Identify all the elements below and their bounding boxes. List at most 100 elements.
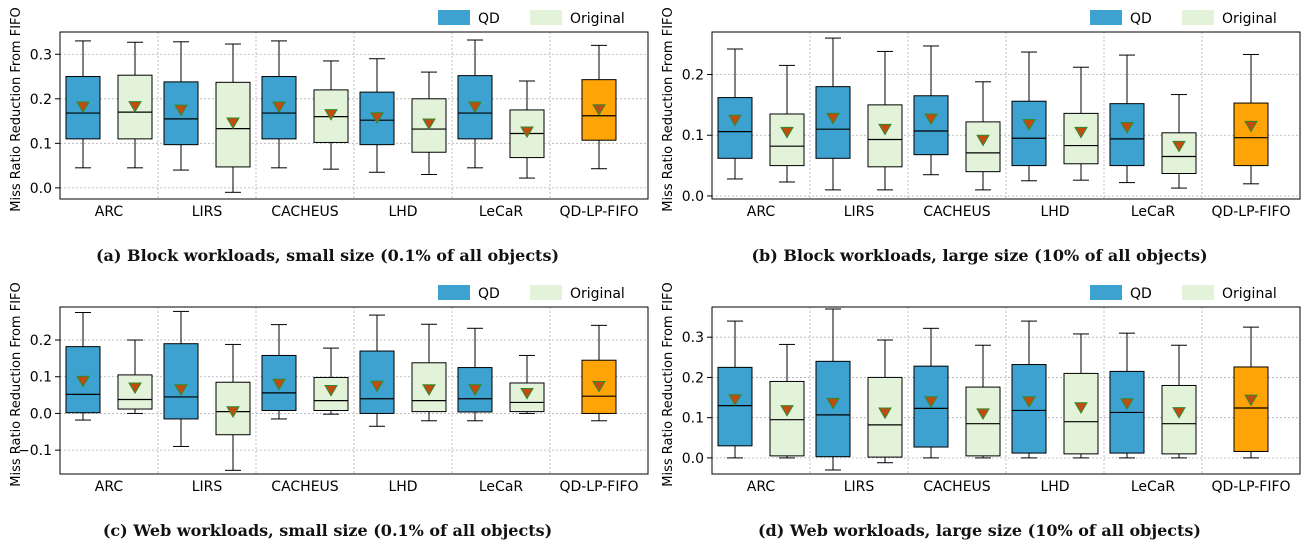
legend-swatch-qd — [1090, 10, 1122, 25]
x-tick-label: CACHEUS — [271, 479, 339, 495]
mean-marker — [592, 380, 606, 393]
mean-marker — [1074, 126, 1088, 139]
panel-web-large: 0.0 0.1 0.2 0.3 ARC LIRS CACHEUS LHD LeCaR QD-LP-… — [652, 275, 1307, 550]
x-tick-label: ARC — [747, 479, 776, 495]
box-group — [1161, 344, 1197, 459]
mean-marker — [1172, 140, 1186, 153]
mean-marker — [1022, 396, 1036, 408]
y-tick-label: 0.2 — [30, 92, 52, 108]
legend-swatch-original — [1182, 10, 1214, 25]
plot-frame — [59, 31, 649, 200]
legend: QD Original — [438, 285, 625, 302]
legend: QD Original — [438, 10, 625, 27]
y-tick-label: 0.2 — [682, 68, 704, 84]
x-tick-label: LHD — [388, 479, 417, 495]
box-group — [215, 43, 251, 193]
x-tick-label: LIRS — [192, 204, 223, 220]
box — [163, 343, 199, 420]
legend: QD Original — [1090, 10, 1277, 27]
mean-marker — [976, 408, 990, 421]
y-axis-label: Miss Ratio Reduction From FIFO — [9, 7, 24, 212]
x-tick-label: ARC — [95, 479, 124, 495]
y-tick-label: 0.3 — [682, 330, 704, 346]
legend-swatch-qd — [438, 10, 470, 25]
mean-marker — [324, 109, 338, 121]
x-tick-label: ARC — [95, 204, 124, 220]
legend-label-original: Original — [570, 286, 625, 302]
y-axis-label: Miss Ratio Reduction From FIFO — [9, 282, 24, 487]
mean-marker — [520, 126, 534, 139]
mean-marker — [468, 101, 482, 114]
box — [867, 104, 903, 168]
mean-marker — [128, 101, 142, 113]
legend-label-qd: QD — [478, 286, 500, 302]
box — [1063, 112, 1099, 165]
boxplot-chart: 0.0 0.1 0.2 ARC LIRS CACHEUS LHD LeCaR QD-LP-FIF… — [661, 7, 1301, 220]
box — [769, 113, 805, 167]
mean-marker — [780, 405, 794, 417]
box-group — [913, 327, 949, 459]
box-group — [411, 71, 447, 176]
y-tick-label: 0.1 — [30, 370, 52, 386]
x-tick-label: ARC — [747, 204, 776, 220]
x-tick-label: QD-LP-FIFO — [1211, 479, 1290, 495]
mean-marker — [226, 406, 240, 418]
mean-marker — [826, 397, 840, 410]
box-group — [117, 339, 153, 414]
legend: QD Original — [1090, 285, 1277, 302]
box-group — [117, 41, 153, 169]
x-tick-label: QD-LP-FIFO — [559, 479, 638, 495]
box-group — [163, 310, 199, 447]
mean-marker — [1120, 398, 1134, 410]
plot-frame — [59, 306, 649, 475]
box-group — [913, 45, 949, 176]
box-group — [313, 60, 349, 170]
box — [1011, 364, 1047, 454]
mean-marker — [976, 134, 990, 147]
box — [965, 121, 1001, 173]
box — [1109, 103, 1145, 167]
mean-marker — [826, 112, 840, 125]
mean-marker — [272, 378, 286, 391]
panel-block-large: 0.0 0.1 0.2 ARC LIRS CACHEUS LHD LeCaR QD-LP-FIF… — [652, 0, 1307, 275]
y-tick-label: 0.1 — [682, 128, 704, 144]
mean-marker — [174, 384, 188, 396]
legend-label-qd: QD — [1130, 286, 1152, 302]
legend-label-original: Original — [570, 11, 625, 27]
mean-marker — [422, 118, 436, 131]
mean-marker — [878, 123, 892, 136]
mean-marker — [324, 385, 338, 397]
plot-frame — [711, 306, 1301, 475]
box-group — [163, 41, 199, 171]
mean-marker — [272, 101, 286, 114]
x-tick-label: LeCaR — [1131, 204, 1176, 220]
box-group — [261, 324, 297, 420]
mean-marker — [1074, 402, 1088, 414]
x-tick-label: LeCaR — [1131, 479, 1176, 495]
box — [815, 360, 851, 458]
box-group — [359, 58, 395, 173]
box-group — [581, 44, 617, 170]
legend-swatch-original — [530, 285, 562, 300]
mean-marker — [728, 114, 742, 127]
mean-marker — [76, 375, 90, 388]
panel-block-small: 0.0 0.1 0.2 0.3 ARC LIRS CACHEUS LHD LeCaR QD-LP-… — [0, 0, 655, 275]
mean-marker — [226, 117, 240, 130]
y-tick-label: 0.0 — [30, 406, 52, 422]
mean-marker — [468, 384, 482, 396]
mean-marker — [924, 396, 938, 408]
legend-swatch-qd — [438, 285, 470, 300]
y-tick-label: −0.1 — [18, 443, 52, 459]
box-group — [359, 314, 395, 427]
box-group — [457, 39, 493, 169]
box-group — [1109, 332, 1145, 459]
box — [1233, 102, 1269, 167]
y-tick-label: 0.1 — [30, 136, 52, 152]
x-tick-label: LeCaR — [479, 479, 524, 495]
box-group — [1161, 94, 1197, 189]
box — [1161, 132, 1197, 174]
mean-marker — [76, 101, 90, 114]
box-group — [1233, 53, 1269, 185]
mean-marker — [128, 382, 142, 395]
box-group — [1063, 66, 1099, 181]
